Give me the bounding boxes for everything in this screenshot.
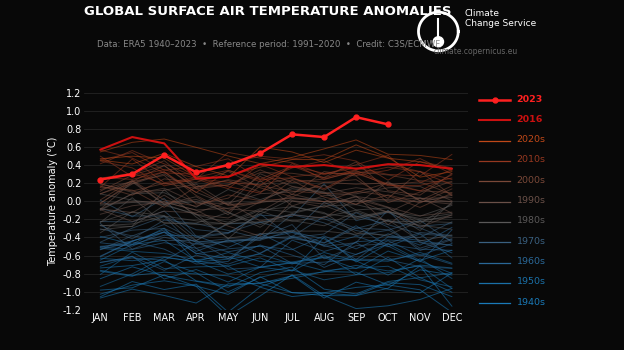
Text: 2016: 2016 xyxy=(517,115,543,124)
Text: climate.copernicus.eu: climate.copernicus.eu xyxy=(434,47,518,56)
Text: 1960s: 1960s xyxy=(517,257,545,266)
Circle shape xyxy=(433,37,444,47)
Text: 1950s: 1950s xyxy=(517,277,545,286)
Text: Data: ERA5 1940–2023  •  Reference period: 1991–2020  •  Credit: C3S/ECMWF: Data: ERA5 1940–2023 • Reference period:… xyxy=(97,40,440,49)
Text: 1980s: 1980s xyxy=(517,216,545,225)
Text: Climate: Climate xyxy=(465,9,500,18)
Text: 1940s: 1940s xyxy=(517,298,545,307)
Text: 2010s: 2010s xyxy=(517,155,545,164)
Y-axis label: Temperature anomaly (°C): Temperature anomaly (°C) xyxy=(49,136,59,266)
Text: 1990s: 1990s xyxy=(517,196,545,205)
Text: 2000s: 2000s xyxy=(517,176,545,185)
Text: GLOBAL SURFACE AIR TEMPERATURE ANOMALIES: GLOBAL SURFACE AIR TEMPERATURE ANOMALIES xyxy=(84,5,452,18)
Text: 1970s: 1970s xyxy=(517,237,545,246)
Text: 2023: 2023 xyxy=(517,94,543,104)
Text: 2020s: 2020s xyxy=(517,135,545,144)
Text: Change Service: Change Service xyxy=(465,19,536,28)
